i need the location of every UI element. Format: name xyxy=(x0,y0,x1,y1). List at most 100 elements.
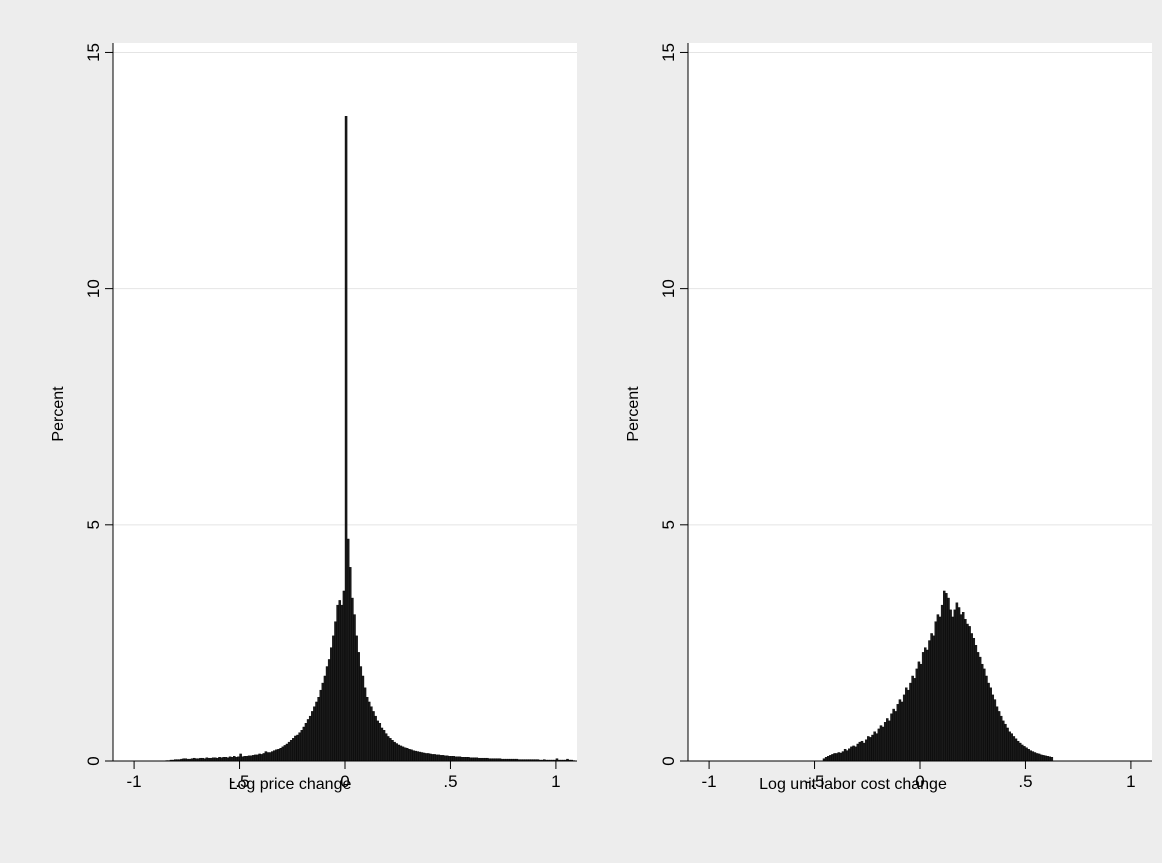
histogram-bar xyxy=(957,607,961,762)
histogram-bar xyxy=(926,649,929,762)
histogram-bar xyxy=(966,623,969,762)
histogram-bar xyxy=(1040,754,1043,762)
histogram-bar xyxy=(237,756,240,762)
histogram-bar xyxy=(1004,723,1007,762)
y-tick-label: 5 xyxy=(84,520,103,529)
histogram-bar xyxy=(991,694,995,762)
histogram-bar xyxy=(919,663,923,762)
histogram-bar xyxy=(374,715,377,762)
histogram-bar xyxy=(376,720,379,762)
histogram-bar xyxy=(934,621,938,762)
histogram-bar xyxy=(448,756,451,762)
histogram-bar xyxy=(987,682,990,762)
histogram-bar xyxy=(843,748,847,762)
histogram-bar xyxy=(867,736,870,762)
histogram-bar xyxy=(917,661,921,762)
histogram-bar xyxy=(454,756,457,762)
histogram-bar xyxy=(877,728,881,762)
histogram-bar xyxy=(462,757,466,762)
histogram-bar xyxy=(384,733,388,762)
histogram-bar xyxy=(294,735,297,762)
histogram-bar xyxy=(936,614,940,762)
histogram-bar xyxy=(344,116,348,762)
histogram-bar xyxy=(871,734,874,762)
histogram-bar xyxy=(1027,748,1030,762)
histogram-bar xyxy=(422,752,426,762)
histogram-bar xyxy=(913,678,916,762)
histogram-bar xyxy=(355,635,358,762)
histogram-bar xyxy=(841,751,845,762)
x-tick-label: -1 xyxy=(127,772,142,791)
y-axis-title: Percent xyxy=(625,386,642,442)
histogram-bar xyxy=(888,720,891,762)
histogram-bar xyxy=(1002,720,1005,762)
histogram-bar xyxy=(340,604,344,762)
histogram-bar xyxy=(247,755,251,762)
histogram-bar xyxy=(930,633,933,762)
histogram-bar xyxy=(898,699,902,762)
histogram-bar xyxy=(304,723,308,762)
histogram-bar xyxy=(359,666,363,762)
histogram-bar xyxy=(363,687,367,762)
histogram-bar xyxy=(429,753,432,762)
histogram-bar xyxy=(993,699,997,762)
histogram-bar xyxy=(370,706,373,762)
histogram-bar xyxy=(372,711,375,762)
histogram-bar xyxy=(268,752,272,762)
histogram-bar xyxy=(228,756,232,762)
histogram-bar xyxy=(961,612,965,762)
histogram-bar xyxy=(412,750,415,762)
y-tick-label: 10 xyxy=(659,279,678,298)
histogram-bar xyxy=(1025,747,1028,762)
histogram-bar xyxy=(1012,736,1016,762)
histogram-bar xyxy=(837,752,841,762)
histogram-bar xyxy=(243,756,247,762)
x-tick-label: 0 xyxy=(340,772,349,791)
x-tick-label: 0 xyxy=(915,772,924,791)
histogram-bar xyxy=(875,733,879,762)
histogram-bar xyxy=(911,675,914,762)
histogram-bar xyxy=(997,711,1001,762)
histogram-bar xyxy=(983,668,986,762)
histogram-bar xyxy=(408,748,411,762)
histogram-bar xyxy=(900,701,904,762)
histogram-bar xyxy=(270,751,274,762)
histogram-bar xyxy=(951,616,954,762)
histogram-bar xyxy=(1037,753,1041,762)
histogram-bar xyxy=(262,753,266,762)
histogram-bar xyxy=(439,755,443,762)
histogram-bar xyxy=(890,713,893,762)
y-tick-label: 0 xyxy=(84,756,103,765)
histogram-bar xyxy=(907,689,910,762)
histogram-bar xyxy=(845,750,849,762)
histogram-bar xyxy=(241,756,244,762)
histogram-bar xyxy=(999,715,1003,762)
histogram-bar xyxy=(964,619,967,762)
histogram-bar xyxy=(230,757,234,762)
x-tick-label: -1 xyxy=(702,772,717,791)
histogram-bar xyxy=(945,593,948,762)
histogram-bar xyxy=(915,668,919,762)
histogram-bar xyxy=(1006,727,1009,762)
histogram-bar xyxy=(921,652,925,762)
histogram-bar xyxy=(460,757,464,762)
histogram-bar xyxy=(1042,755,1045,762)
x-tick-label: -.5 xyxy=(805,772,825,791)
histogram-bar xyxy=(905,687,908,762)
histogram-bar xyxy=(342,590,346,762)
histogram-bar xyxy=(393,741,396,762)
histogram-bar xyxy=(953,609,957,762)
histogram-bar xyxy=(839,752,843,762)
histogram-bar xyxy=(435,754,439,762)
histogram-bar xyxy=(332,635,335,762)
histogram-bar xyxy=(357,652,360,762)
histogram-bar xyxy=(955,602,959,762)
histogram-bar xyxy=(330,647,333,762)
histogram-bar xyxy=(873,731,876,762)
histogram-bar xyxy=(397,744,401,762)
histogram-bar xyxy=(985,675,988,762)
histogram-bar xyxy=(829,755,832,762)
histogram-bar xyxy=(883,722,887,762)
histogram-bar xyxy=(450,756,453,762)
histogram-bar xyxy=(441,755,445,762)
